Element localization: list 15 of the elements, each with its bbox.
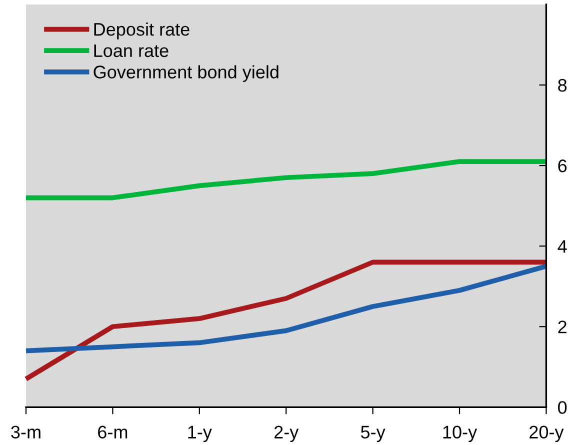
- x-tick-label: 5-y: [360, 426, 386, 442]
- y-tick-label: 4: [558, 240, 567, 253]
- legend-label: Government bond yield: [94, 65, 278, 82]
- x-tick-label: 3-m: [11, 426, 40, 438]
- x-tick-label: 2-y: [274, 426, 299, 442]
- x-tick-label: 6-m: [98, 426, 128, 438]
- y-tick-label: 2: [558, 320, 566, 334]
- y-tick-label: 0: [558, 401, 567, 414]
- y-tick-label: 6: [558, 159, 567, 172]
- x-tick-label: 1-y: [188, 426, 212, 442]
- y-tick-label: 8: [558, 78, 567, 92]
- legend-label: Deposit rate: [94, 22, 190, 40]
- x-tick-label: 10-y: [443, 426, 478, 442]
- x-tick-label: 20-y: [530, 426, 564, 442]
- legend-label: Loan rate: [94, 44, 168, 58]
